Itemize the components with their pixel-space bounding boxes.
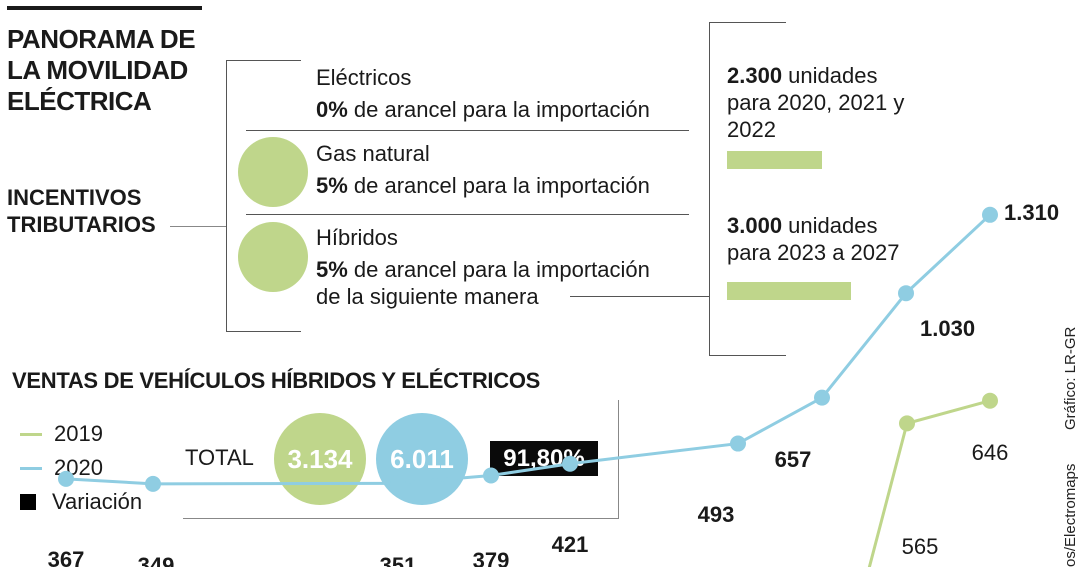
quota-1-line-2: para 2020, 2021 y bbox=[727, 90, 905, 115]
item-electricos-title: Eléctricos bbox=[316, 65, 412, 90]
total-label: TOTAL bbox=[185, 445, 254, 470]
quota-1-line-1: 2.300 unidades bbox=[727, 62, 942, 89]
series-2020-label: 421 bbox=[552, 532, 589, 557]
hibridos-circle bbox=[238, 222, 308, 292]
series-2020-label: 367 bbox=[48, 547, 85, 567]
series-2020-label: 1.310 bbox=[1004, 200, 1059, 225]
legend-label-variacion: Variación bbox=[52, 489, 143, 514]
series-2020-label: 349 bbox=[138, 553, 175, 567]
series-2020-point bbox=[145, 475, 161, 492]
series-2020-label: 1.030 bbox=[920, 316, 975, 341]
item-gas-natural-desc: 5% de arancel para la importación bbox=[316, 172, 650, 200]
item-hibridos-desc-text: de arancel para la importación bbox=[347, 257, 650, 282]
series-2019-label: 646 bbox=[972, 440, 1009, 465]
main-title-line-2: LA MOVILIDAD bbox=[7, 55, 188, 85]
hibridos-connector bbox=[570, 296, 709, 297]
quota-2-bar bbox=[727, 282, 851, 300]
incentivos-bracket bbox=[226, 60, 301, 332]
legend-swatch-2020 bbox=[20, 466, 42, 470]
item-hibridos-desc: 5% de arancel para la importación bbox=[316, 256, 650, 284]
item-hibridos-desc-line-2: de la siguiente manera bbox=[316, 284, 539, 309]
item-gas-natural-title: Gas natural bbox=[316, 141, 430, 166]
item-gas-natural-desc-text: de arancel para la importación bbox=[347, 173, 650, 198]
series-2020-label: 379 bbox=[473, 548, 510, 567]
item-separator-1 bbox=[246, 130, 689, 131]
incentivos-label-line-2: TRIBUTARIOS bbox=[7, 212, 156, 237]
series-2020-point bbox=[58, 470, 74, 487]
incentivos-lead-line bbox=[170, 226, 226, 227]
quota-bracket bbox=[709, 22, 786, 356]
item-separator-2 bbox=[246, 214, 689, 215]
series-2019-label: 565 bbox=[902, 534, 939, 559]
total-2020-value: 6.011 bbox=[390, 443, 454, 474]
quota-1-amount: 2.300 bbox=[727, 63, 783, 88]
item-electricos-desc-text: de arancel para la importación bbox=[347, 97, 650, 122]
series-2020-point bbox=[562, 455, 578, 472]
series-2020-label: 351 bbox=[380, 553, 417, 567]
quota-1-bar bbox=[727, 151, 822, 169]
legend-swatch-2019 bbox=[20, 432, 42, 436]
series-2019-point bbox=[899, 415, 915, 432]
item-hibridos-percent: 5% bbox=[316, 257, 348, 282]
quota-1-text: 2.300 unidades para 2020, 2021 y 2022 bbox=[727, 62, 942, 143]
item-electricos-percent: 0% bbox=[316, 97, 348, 122]
main-title: PANORAMA DE LA MOVILIDAD ELÉCTRICA bbox=[7, 24, 217, 117]
total-2019-circle: 3.134 bbox=[274, 413, 366, 505]
incentivos-label: INCENTIVOS TRIBUTARIOS bbox=[7, 184, 197, 238]
quota-1-unit: unidades bbox=[782, 63, 878, 88]
chart-layer: 367 349 351 379 421 493 657 1.030 1.310 565 646 bbox=[48, 200, 1059, 567]
series-2020-label: 493 bbox=[698, 502, 735, 527]
item-hibridos-title: Híbridos bbox=[316, 225, 398, 250]
series-2019-point bbox=[982, 392, 998, 409]
gas-natural-circle bbox=[238, 137, 308, 207]
legend-swatch-variacion bbox=[20, 494, 36, 510]
series-2020-point bbox=[390, 475, 406, 492]
legend-label-2019: 2019 bbox=[54, 421, 103, 446]
series-2020-point bbox=[982, 206, 998, 223]
item-electricos-desc: 0% de arancel para la importación bbox=[316, 96, 650, 124]
series-2020-line bbox=[65, 213, 992, 486]
main-title-line-1: PANORAMA DE bbox=[7, 24, 196, 54]
series-2020-point bbox=[483, 467, 499, 484]
quota-1-line-3: 2022 bbox=[727, 117, 776, 142]
quota-2-line-2: para 2023 a 2027 bbox=[727, 240, 900, 265]
quota-2-line-1: 3.000 unidades bbox=[727, 212, 942, 239]
series-2020-label: 657 bbox=[775, 447, 812, 472]
quota-2-amount: 3.000 bbox=[727, 213, 783, 238]
ventas-title: VENTAS DE VEHÍCULOS HÍBRIDOS Y ELÉCTRICO… bbox=[12, 368, 541, 393]
series-2020-point bbox=[730, 435, 746, 452]
main-title-line-3: ELÉCTRICA bbox=[7, 86, 152, 116]
total-bracket bbox=[183, 400, 619, 519]
legend-item-variacion: Variación bbox=[16, 489, 142, 515]
series-2020-point bbox=[898, 285, 914, 302]
quota-2-text: 3.000 unidades para 2023 a 2027 bbox=[727, 212, 942, 266]
total-2019-value: 3.134 bbox=[287, 443, 353, 474]
incentivos-label-line-1: INCENTIVOS bbox=[7, 185, 142, 210]
total-2020-circle: 6.011 bbox=[376, 413, 468, 505]
quota-2-unit: unidades bbox=[782, 213, 878, 238]
top-rule bbox=[7, 6, 202, 10]
legend-item-2019: 2019 bbox=[20, 421, 103, 447]
item-gas-natural-percent: 5% bbox=[316, 173, 348, 198]
series-2020-point bbox=[814, 389, 830, 406]
